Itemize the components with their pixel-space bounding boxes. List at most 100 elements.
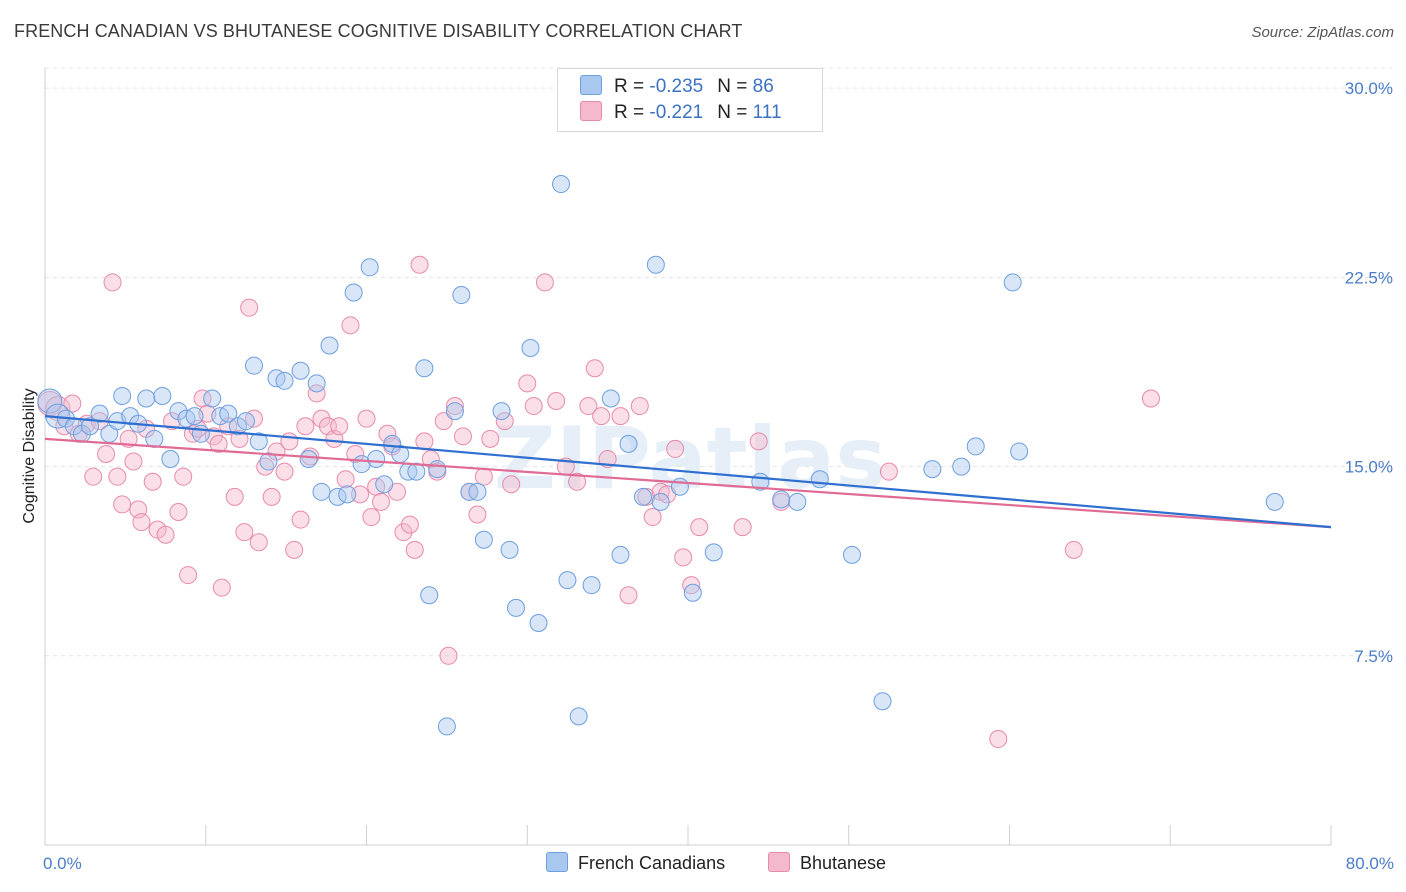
french-canadians-point	[249, 432, 268, 451]
bhutanese-point	[439, 646, 458, 665]
bhutanese-point	[63, 394, 82, 413]
bhutanese-point	[445, 397, 464, 416]
bhutanese-point	[351, 485, 370, 504]
bhutanese-point	[453, 427, 472, 446]
french-canadians-point	[161, 450, 180, 469]
bhutanese-point	[585, 359, 604, 378]
bhutanese-point	[235, 523, 254, 542]
french-canadians-point	[810, 470, 829, 489]
french-canadians-point	[145, 429, 164, 448]
bhutanese-point	[97, 444, 116, 463]
bhutanese-point	[879, 462, 898, 481]
french-canadians-point	[90, 404, 109, 423]
french-canadians-point	[1265, 492, 1284, 511]
french-canadians-point	[842, 545, 861, 564]
chart-source: Source: ZipAtlas.com	[1251, 24, 1394, 41]
french-canadians-point	[1003, 273, 1022, 292]
french-canadians-point	[445, 402, 464, 421]
french-canadians-point	[952, 457, 971, 476]
bhutanese-point	[179, 566, 198, 585]
french-canadians-point	[153, 386, 172, 405]
bhutanese-point	[1064, 540, 1083, 559]
bhutanese-point	[256, 457, 275, 476]
bhutanese-point	[611, 407, 630, 426]
bhutanese-point	[682, 576, 701, 595]
bhutanese-point	[394, 523, 413, 542]
legend-n-label: N =	[717, 76, 753, 97]
bottom-legend-bhutanese: Bhutanese	[768, 852, 886, 874]
bhutanese-point	[371, 492, 390, 511]
french-canadians-point	[521, 339, 540, 358]
french-canadians-point	[407, 462, 426, 481]
french-canadians-point	[651, 492, 670, 511]
bhutanese-point	[400, 515, 419, 534]
bhutanese-point	[169, 503, 188, 521]
french-canadians-point	[582, 576, 601, 595]
bhutanese-point	[630, 397, 649, 416]
bhutanese-point	[749, 432, 768, 451]
french-canadians-point	[633, 487, 652, 506]
legend-n-value: 111	[752, 102, 782, 123]
bhutanese-point	[674, 548, 693, 567]
bhutanese-point	[296, 417, 315, 436]
french-canadians-point	[344, 283, 363, 302]
bhutanese-point	[262, 487, 281, 506]
bhutanese-point	[143, 472, 162, 491]
bhutanese-point	[119, 429, 138, 448]
bhutanese-point	[330, 417, 349, 436]
bhutanese-point	[280, 432, 299, 451]
bhutanese-point	[733, 518, 752, 537]
y-tick-label: 22.5%	[1345, 268, 1393, 287]
french-canadians-point	[291, 361, 310, 380]
french-canadians-point	[420, 586, 439, 605]
y-tick-label: 30.0%	[1345, 79, 1393, 98]
y-tick-label: 7.5%	[1354, 647, 1393, 666]
bhutanese-point	[481, 429, 500, 448]
chart-title: FRENCH CANADIAN VS BHUTANESE COGNITIVE D…	[14, 21, 743, 41]
french-canadians-point	[529, 614, 548, 632]
legend-swatch-pink	[580, 101, 602, 121]
bhutanese-point	[592, 407, 611, 426]
bhutanese-point	[568, 472, 587, 491]
legend-row-bhutanese: R = -0.221 N = 111	[580, 101, 782, 127]
french-canadians-point	[468, 482, 487, 501]
bhutanese-point	[502, 475, 521, 494]
french-canadians-point	[375, 475, 394, 494]
y-axis-label: Cognitive Disability	[21, 388, 38, 523]
french-canadians-point	[236, 412, 255, 431]
french-canadians-point	[452, 286, 471, 305]
french-canadians-point	[137, 389, 156, 408]
bhutanese-point	[307, 384, 326, 403]
bhutanese-point	[535, 273, 554, 292]
bhutanese-point	[108, 467, 127, 486]
bhutanese-point	[666, 439, 685, 458]
french-canadians-point	[611, 545, 630, 564]
bhutanese-point	[285, 540, 304, 559]
french-canadians-point	[552, 175, 571, 194]
french-canadians-point	[788, 492, 807, 511]
bhutanese-point	[474, 467, 493, 486]
bhutanese-point	[240, 298, 259, 317]
trend-lines	[44, 415, 1332, 529]
bhutanese-point	[524, 397, 543, 416]
french-canadians-point	[219, 404, 238, 423]
french-canadians-point	[367, 450, 386, 469]
x-axis-ticks	[44, 825, 1332, 845]
bhutanese-point	[579, 397, 598, 416]
bhutanese-point	[362, 508, 381, 527]
bhutanese-point	[410, 255, 429, 274]
legend-r-value: -0.221	[649, 102, 704, 123]
french-canadians-point	[428, 460, 447, 479]
legend-row-french-canadians: R = -0.235 N = 86	[580, 75, 774, 101]
french-canadians-point	[275, 371, 294, 390]
bhutanese-point	[249, 533, 268, 552]
legend-swatch-blue	[580, 75, 602, 95]
legend-n-label: N =	[717, 102, 753, 123]
french-canadians-trend-line	[44, 415, 1332, 529]
legend-r-label: R =	[614, 76, 650, 97]
bhutanese-point	[209, 434, 228, 453]
legend-r-label: R =	[614, 102, 650, 123]
bhutanese-point	[174, 467, 193, 486]
bhutanese-point	[336, 470, 355, 489]
french-canadians-point	[670, 477, 689, 496]
